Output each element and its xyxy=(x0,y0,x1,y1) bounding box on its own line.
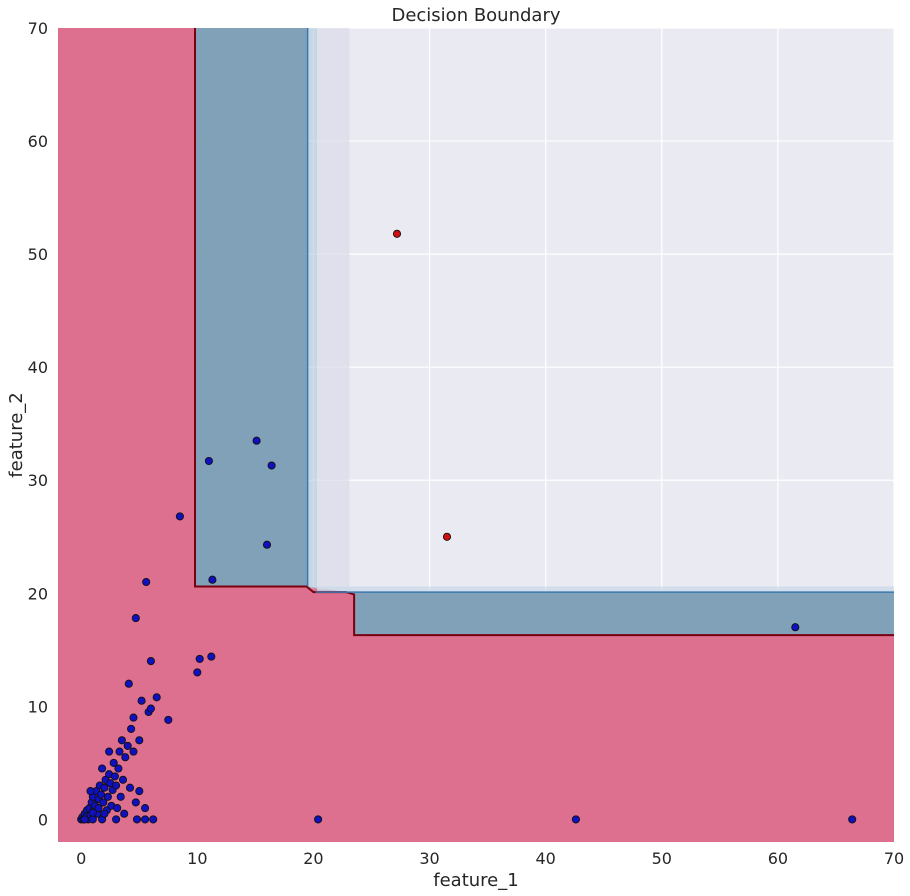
data-point-class-0 xyxy=(131,798,140,807)
data-point-class-0 xyxy=(114,764,123,773)
data-point-class-0 xyxy=(141,804,150,813)
data-point-class-0 xyxy=(195,654,204,663)
data-point-class-0 xyxy=(98,764,107,773)
data-point-class-0 xyxy=(571,815,580,824)
y-tick-label: 70 xyxy=(28,19,48,38)
data-point-class-0 xyxy=(123,741,132,750)
x-tick-label: 50 xyxy=(652,849,672,868)
data-point-class-0 xyxy=(124,679,133,688)
data-point-class-0 xyxy=(110,772,119,781)
y-tick-label: 40 xyxy=(28,358,48,377)
data-point-class-0 xyxy=(142,577,151,587)
data-point-class-0 xyxy=(146,704,155,713)
data-point-class-0 xyxy=(848,815,857,824)
data-point-class-0 xyxy=(80,815,89,824)
x-tick-label: 10 xyxy=(187,849,207,868)
data-point-class-0 xyxy=(116,792,125,801)
data-point-class-0 xyxy=(117,736,126,745)
data-point-class-0 xyxy=(100,783,109,792)
data-point-class-0 xyxy=(120,809,129,818)
y-tick-label: 30 xyxy=(28,471,48,490)
y-tick-label: 60 xyxy=(28,132,48,151)
chart-title: Decision Boundary xyxy=(391,5,560,26)
data-point-class-0 xyxy=(164,715,173,724)
data-point-class-0 xyxy=(208,575,217,584)
data-point-class-0 xyxy=(146,657,155,666)
x-tick-label: 20 xyxy=(303,849,323,868)
x-tick-label: 60 xyxy=(768,849,788,868)
data-point-class-0 xyxy=(204,456,213,466)
data-point-class-0 xyxy=(112,781,121,790)
axis-ticks: 0 10 20 30 40 50 60 70 0 10 20 30 40 50 60 70 xyxy=(28,19,905,868)
data-point-class-0 xyxy=(129,747,138,756)
x-tick-label: 30 xyxy=(419,849,439,868)
data-point-class-0 xyxy=(207,652,216,661)
data-point-class-0 xyxy=(135,787,144,796)
data-point-class-0 xyxy=(100,809,109,818)
data-point-class-0 xyxy=(193,668,202,677)
data-point-class-0 xyxy=(267,461,276,470)
y-tick-label: 0 xyxy=(38,810,48,829)
region-transition-strip xyxy=(316,28,350,590)
data-point-class-0 xyxy=(135,736,144,745)
data-point-class-0 xyxy=(113,804,122,813)
data-point-class-0 xyxy=(149,815,158,824)
data-point-class-0 xyxy=(103,792,112,801)
data-point-class-0 xyxy=(137,696,146,705)
x-tick-label: 70 xyxy=(884,849,904,868)
data-point-class-0 xyxy=(141,815,150,824)
data-point-class-0 xyxy=(105,747,114,756)
data-point-class-0 xyxy=(86,787,95,796)
x-tick-label: 0 xyxy=(76,849,86,868)
data-point-class-0 xyxy=(125,783,135,792)
x-tick-label: 40 xyxy=(535,849,555,868)
data-point-class-0 xyxy=(112,815,121,824)
data-point-class-0 xyxy=(252,436,261,445)
data-point-class-0 xyxy=(262,540,272,549)
y-tick-label: 50 xyxy=(28,245,48,264)
data-point-class-0 xyxy=(152,693,161,702)
data-point-class-0 xyxy=(314,815,323,824)
y-axis-label: feature_2 xyxy=(6,392,27,477)
x-axis-label: feature_1 xyxy=(433,870,518,891)
data-point-class-0 xyxy=(132,815,142,824)
data-point-class-0 xyxy=(131,614,140,623)
y-tick-label: 20 xyxy=(28,584,48,603)
data-point-class-0 xyxy=(791,623,800,632)
data-point-class-0 xyxy=(175,512,184,521)
data-point-class-1 xyxy=(442,532,452,541)
data-point-class-0 xyxy=(118,775,128,784)
decision-region-class-1 xyxy=(195,28,308,587)
plot-area xyxy=(58,27,895,842)
data-point-class-0 xyxy=(109,758,118,767)
decision-region-class-0 xyxy=(58,28,894,842)
data-point-class-0 xyxy=(88,808,97,817)
data-point-class-0 xyxy=(99,798,108,807)
data-point-class-0 xyxy=(121,753,130,762)
data-point-class-0 xyxy=(115,747,124,756)
data-point-class-0 xyxy=(94,804,103,813)
decision-region-class-1 xyxy=(354,592,895,636)
region-transition-strip xyxy=(316,586,895,593)
data-point-class-0 xyxy=(96,790,106,799)
data-point-class-0 xyxy=(127,724,136,733)
data-point-class-1 xyxy=(392,229,402,238)
data-point-class-0 xyxy=(129,713,138,722)
region-transition-strip xyxy=(307,28,317,589)
y-tick-label: 10 xyxy=(28,697,48,716)
